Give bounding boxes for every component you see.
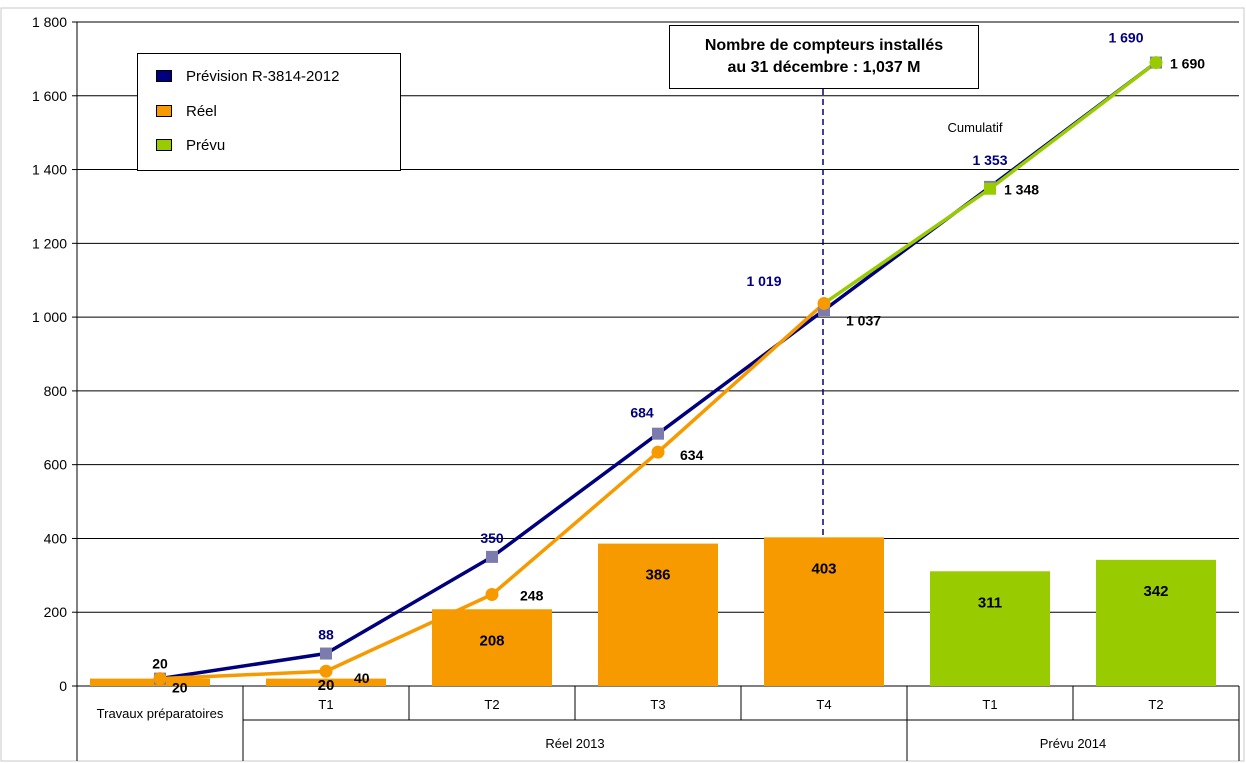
marker-reel	[153, 672, 167, 686]
legend-item-prevu: Prévu	[156, 135, 225, 155]
legend-label-prevu: Prévu	[186, 136, 226, 154]
marker-reel	[319, 664, 333, 678]
bar-label: 342	[1143, 583, 1168, 600]
y-tick-label: 1 000	[32, 309, 67, 325]
reel-label: 20	[172, 680, 188, 696]
marker-prevu	[984, 182, 996, 195]
prevu-label: 1 348	[1004, 182, 1039, 198]
x-tick-label: Travaux préparatoires	[97, 706, 224, 721]
bar-label: 20	[318, 677, 335, 694]
bar	[432, 609, 552, 686]
marker-prevision	[320, 647, 332, 660]
reel-label: 1 037	[846, 312, 881, 328]
prevision-label: 684	[630, 405, 654, 421]
bar	[90, 678, 210, 686]
cumulatif-label: Cumulatif	[948, 120, 1003, 135]
legend-label-reel: Réel	[186, 102, 217, 120]
bar-label: 386	[645, 567, 670, 584]
x-tick-label: T4	[816, 697, 831, 712]
legend: Prévision R-3814-2012 Réel Prévu	[137, 53, 401, 171]
y-tick-label: 1 200	[32, 235, 67, 251]
y-tick-label: 600	[44, 457, 68, 473]
prevision-label: 350	[480, 530, 504, 546]
legend-swatch-reel	[156, 105, 172, 117]
prevision-label: 1 353	[972, 152, 1007, 168]
y-tick-label: 1 400	[32, 162, 67, 178]
reel-label: 40	[354, 670, 370, 686]
x-group-label: Prévu 2014	[1040, 736, 1107, 751]
y-tick-label: 0	[59, 678, 67, 694]
prevision-label: 88	[318, 627, 334, 643]
legend-item-reel: Réel	[156, 101, 217, 121]
x-tick-label: T1	[318, 697, 333, 712]
prevision-label: 1 019	[746, 273, 781, 289]
marker-prevision	[652, 427, 664, 440]
x-group-label: Réel 2013	[545, 736, 604, 751]
bar	[764, 537, 884, 686]
bar-label: 208	[479, 632, 504, 649]
marker-reel	[817, 296, 831, 310]
y-tick-label: 200	[44, 604, 68, 620]
marker-prevu	[1149, 56, 1163, 70]
legend-swatch-prevu	[156, 139, 172, 151]
reel-label: 634	[680, 447, 704, 463]
bar	[266, 678, 386, 686]
y-tick-label: 800	[44, 383, 68, 399]
y-tick-label: 1 800	[32, 14, 67, 30]
legend-item-prevision: Prévision R-3814-2012	[156, 66, 339, 86]
y-tick-label: 400	[44, 530, 68, 546]
bar	[1096, 559, 1216, 686]
legend-swatch-prevision	[156, 70, 172, 82]
x-tick-label: T2	[484, 697, 499, 712]
bar	[598, 543, 718, 686]
annotation-box: Nombre de compteurs installés au 31 déce…	[669, 25, 979, 89]
marker-reel	[651, 445, 665, 459]
reel-label: 248	[520, 588, 544, 604]
bar-label: 403	[811, 560, 836, 577]
bar-label: 311	[978, 594, 1002, 611]
marker-prevision	[486, 550, 498, 563]
x-tick-label: T3	[650, 697, 665, 712]
y-tick-label: 1 600	[32, 88, 67, 104]
bar	[930, 571, 1050, 686]
prevision-label: 1 690	[1108, 30, 1143, 46]
legend-label-prevision: Prévision R-3814-2012	[186, 67, 340, 85]
x-tick-label: T1	[982, 697, 997, 712]
prevision-label: 20	[152, 656, 168, 672]
marker-reel	[485, 588, 499, 602]
chart-frame	[0, 7, 1245, 762]
prevu-label: 1 690	[1170, 56, 1205, 72]
x-tick-label: T2	[1148, 697, 1163, 712]
